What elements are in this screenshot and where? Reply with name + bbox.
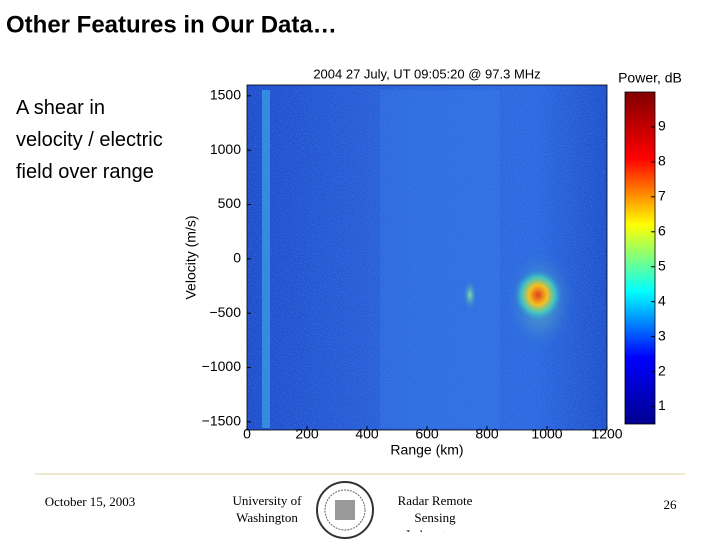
x-tick-label: 200 [295, 426, 319, 442]
footer-date: October 15, 2003 [45, 494, 136, 509]
footer-university: University of Washington [232, 493, 302, 525]
colorbar-tick-label: 7 [658, 188, 666, 204]
x-tick-label: 1200 [591, 426, 622, 442]
bullet-box: A shear in velocity / electric field ove… [16, 97, 163, 183]
colorbar-tick-label: 8 [658, 153, 666, 169]
bullet: A shear in velocity / electric field ove… [16, 97, 163, 183]
footer-lab: Radar Remote Sensing Laboratory [397, 493, 473, 532]
colorbar-tick-label: 3 [658, 327, 666, 343]
footer-lab-box: Radar Remote Sensing Laboratory [397, 493, 473, 532]
x-tick-label: 400 [355, 426, 379, 442]
x-tick-label: 600 [415, 426, 439, 442]
x-tick-label: 0 [243, 426, 251, 442]
colorbar-tick-label: 4 [658, 292, 666, 308]
colorbar-tick-label: 6 [658, 222, 666, 238]
chart-title: 2004 27 July, UT 09:05:20 @ 97.3 MHz [313, 66, 540, 81]
y-tick-label: 0 [233, 250, 241, 266]
colorbar-tick-label: 9 [658, 118, 666, 134]
x-tick-label: 1000 [531, 426, 562, 442]
page-number: 26 [664, 497, 678, 512]
heatmap-feature [462, 277, 478, 313]
colorbar [624, 91, 656, 425]
x-tick-label: 800 [475, 426, 499, 442]
colorbar-tick-label: 5 [658, 257, 666, 273]
colorbar-tick-label: 2 [658, 362, 666, 378]
heatmap-stripe [262, 90, 270, 428]
seal [316, 481, 374, 539]
y-tick-label: −1500 [202, 413, 242, 429]
heatmap [247, 85, 607, 430]
colorbar-tick-label: 1 [658, 397, 666, 413]
y-axis-label: Velocity (m/s) [183, 215, 199, 299]
y-tick-label: −1000 [202, 358, 242, 374]
slide-title: Other Features in Our Data… [6, 11, 337, 38]
y-tick-label: −500 [209, 304, 241, 320]
y-tick-label: 1500 [210, 87, 241, 103]
footer-university-box: University of Washington [232, 493, 302, 525]
y-tick-label: 500 [218, 195, 242, 211]
heatmap-feature [512, 267, 564, 323]
x-axis-label: Range (km) [390, 442, 463, 458]
y-tick-label: 1000 [210, 141, 241, 157]
heatmap-band [380, 90, 500, 428]
colorbar-label: Power, dB [618, 70, 682, 86]
